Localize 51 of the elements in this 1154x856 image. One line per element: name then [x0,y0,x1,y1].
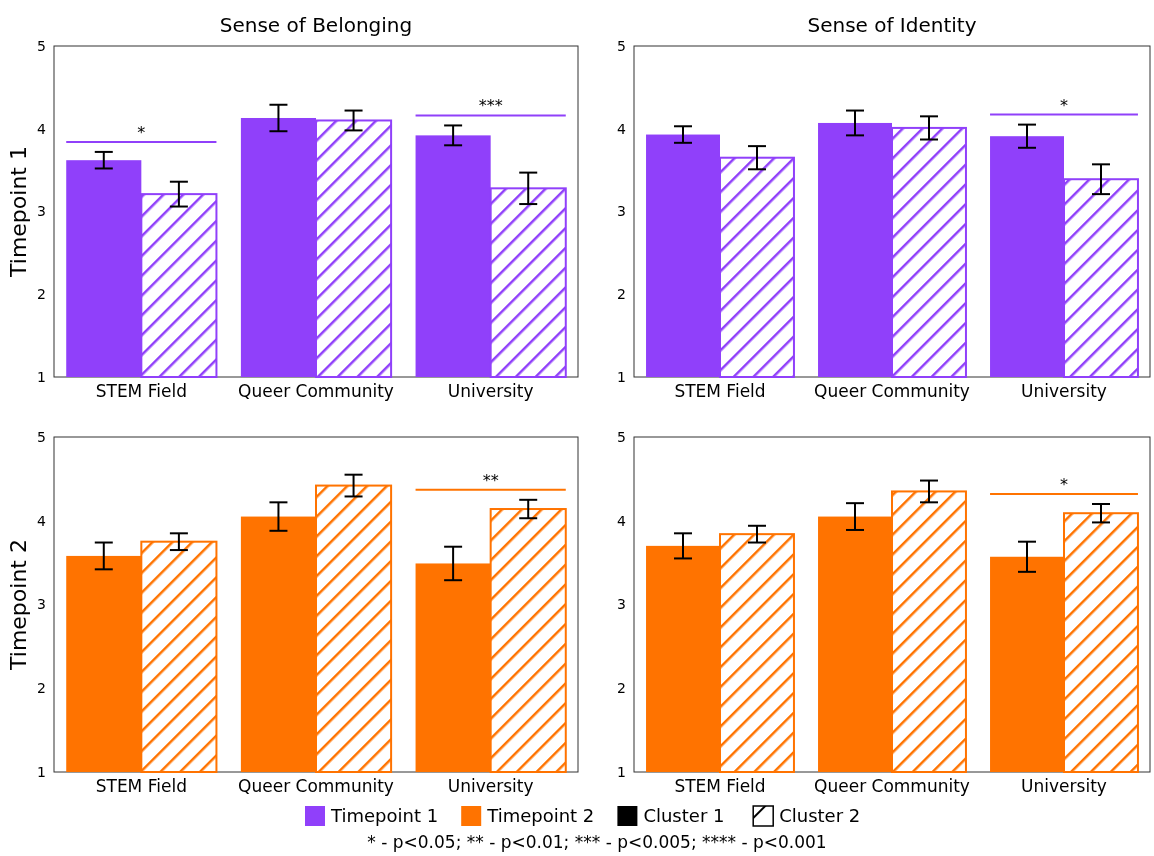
x-tick-label: Queer Community [238,776,394,796]
y-tick-label: 4 [617,120,627,137]
text: * - p<0.05; ** - p<0.01; *** - p<0.005; **** - p<0.001 [367,831,827,852]
y-tick-label: 2 [617,680,626,697]
x-tick-label: STEM Field [95,776,187,796]
text: Timepoint 1 [331,805,439,827]
annotation: ** [482,470,499,490]
chart-title: Sense of Identity [807,13,977,37]
y-axis-title: Timepoint 2 [6,539,31,671]
annotation: * [137,122,146,142]
annotation: * [1060,95,1068,115]
y-tick-label: 2 [617,286,626,303]
y-tick-label: 3 [617,203,626,220]
series-label: Cluster 1 [643,805,725,827]
y-tick-label: 5 [617,37,626,54]
y-tick-label: 5 [617,428,626,445]
y-tick-label: 5 [37,428,46,445]
y-tick-label: 4 [37,120,47,137]
x-tick-label: University [1021,381,1107,401]
x-tick-label: University [447,776,534,796]
significance-bracket: * [989,95,1139,116]
y-tick-label: 3 [37,203,46,220]
y-tick-label: 2 [37,680,46,697]
annotation: *** [478,96,503,116]
chart-title: Sense of Belonging [219,13,413,37]
y-tick-label: 1 [617,763,626,780]
y-tick-label: 1 [617,368,626,385]
x-tick-label: STEM Field [95,381,187,401]
annotation: * [1060,475,1068,494]
y-axis-title: Timepoint 1 [6,146,31,278]
significance-bracket: ** [414,470,567,491]
significance-bracket: * [65,122,218,143]
y-tick-label: 2 [37,286,46,303]
y-tick-label: 1 [37,763,46,780]
x-tick-label: STEM Field [674,776,766,796]
x-tick-label: Queer Community [238,381,394,401]
significance-bracket: * [989,475,1139,495]
x-tick-label: Queer Community [814,776,970,796]
y-tick-label: 3 [37,596,46,613]
x-tick-label: Queer Community [814,381,970,401]
series-label: Cluster 2 [779,805,861,827]
y-tick-label: 1 [37,368,46,385]
significance-bracket: *** [414,96,567,117]
text: Timepoint 2 [487,805,595,827]
y-tick-label: 4 [617,512,627,529]
x-tick-label: University [1021,776,1107,796]
y-tick-label: 4 [37,512,47,529]
y-tick-label: 5 [37,37,46,54]
y-tick-label: 3 [617,596,626,613]
x-tick-label: University [447,381,534,401]
x-tick-label: STEM Field [674,381,766,401]
